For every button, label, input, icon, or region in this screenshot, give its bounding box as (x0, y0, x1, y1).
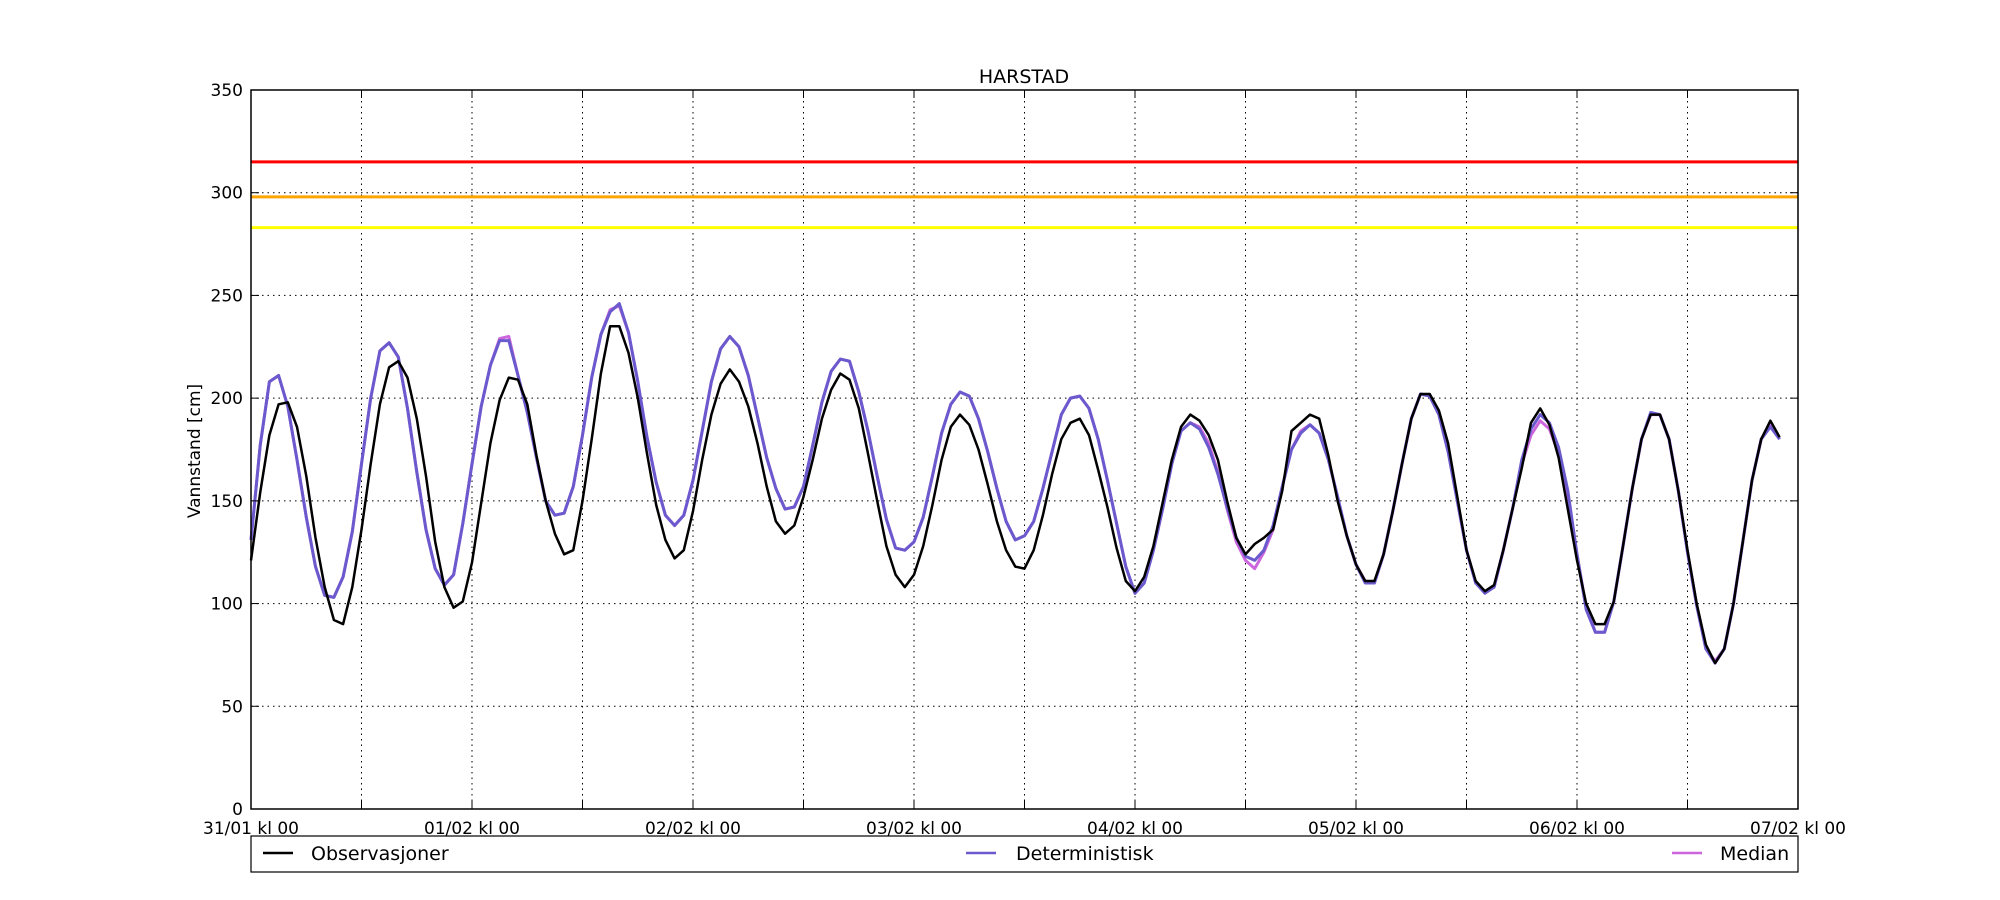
y-tick-label: 150 (211, 492, 243, 512)
series-line-observasjoner (249, 324, 1781, 665)
y-axis-label: Vannstand [cm] (185, 384, 205, 518)
x-tick-label: 31/01 kl 00 (203, 819, 299, 839)
chart-title: HARSTAD (979, 66, 1069, 88)
x-tick-label: 07/02 kl 00 (1750, 819, 1846, 839)
x-tick-label: 02/02 kl 00 (645, 819, 741, 839)
legend-item-deterministisk: Deterministisk (966, 843, 1154, 865)
legend-frame (250, 835, 1799, 873)
y-tick-label: 100 (211, 595, 243, 615)
legend-label-median: Median (1720, 843, 1789, 865)
y-tick-label: 50 (221, 697, 243, 717)
x-tick-label: 03/02 kl 00 (866, 819, 962, 839)
threshold-lines (251, 160, 1798, 230)
ticks: 0 50 100 150 200 250 300 350 31/01 kl 00 01/02 kl… (203, 81, 1846, 839)
legend-label-deterministisk: Deterministisk (1016, 843, 1154, 865)
series-line-median (249, 304, 1781, 663)
x-tick-label: 01/02 kl 00 (424, 819, 520, 839)
legend: Observasjoner Deterministisk Median (250, 835, 1799, 873)
x-tick-label: 06/02 kl 00 (1529, 819, 1625, 839)
y-tick-label: 0 (232, 800, 243, 820)
legend-item-observasjoner: Observasjoner (263, 843, 449, 865)
y-tick-label: 350 (211, 81, 243, 101)
x-tick-label: 05/02 kl 00 (1308, 819, 1404, 839)
legend-item-median: Median (1672, 843, 1789, 865)
series-line-deterministisk (249, 302, 1781, 665)
y-tick-label: 250 (211, 286, 243, 306)
legend-label-observasjoner: Observasjoner (311, 843, 449, 865)
series-lines (249, 302, 1781, 665)
x-tick-label: 04/02 kl 00 (1087, 819, 1183, 839)
y-tick-label: 300 (211, 184, 243, 204)
y-tick-label: 200 (211, 389, 243, 409)
